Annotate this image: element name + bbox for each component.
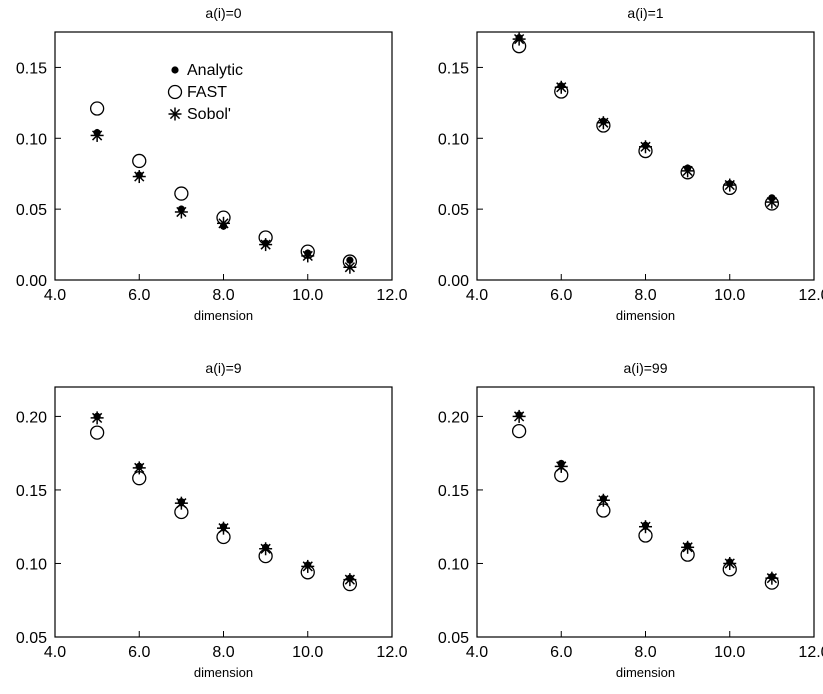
data-point-analytic bbox=[599, 117, 607, 125]
legend-label: Sobol' bbox=[187, 106, 231, 123]
x-tick-label: 8.0 bbox=[212, 644, 234, 661]
x-tick-label: 8.0 bbox=[634, 644, 656, 661]
data-point-analytic bbox=[219, 222, 228, 230]
data-point-analytic bbox=[557, 459, 565, 468]
legend-marker-sobol bbox=[168, 107, 182, 121]
panel-title: a(i)=99 bbox=[624, 360, 668, 376]
panel-title: a(i)=0 bbox=[205, 5, 241, 21]
chart-panel-4: a(i)=99 4.0 6.0 8.0 10.0 12.0 0.05 0.10 0.15 0.20… bbox=[438, 360, 823, 680]
y-tick-label: 0.15 bbox=[16, 60, 47, 77]
data-point-analytic bbox=[684, 164, 692, 172]
data-point-analytic bbox=[262, 239, 270, 247]
data-point-analytic bbox=[346, 256, 354, 264]
x-tick-label: 6.0 bbox=[128, 644, 150, 661]
data-point-analytic bbox=[684, 542, 692, 550]
x-tick-label: 6.0 bbox=[550, 287, 572, 304]
y-tick-label: 0.05 bbox=[438, 202, 469, 219]
legend-marker-fast bbox=[167, 84, 183, 100]
data-point-analytic bbox=[557, 82, 565, 90]
x-tick-label: 12.0 bbox=[798, 287, 823, 304]
y-tick-label: 0.15 bbox=[438, 483, 469, 500]
y-tick-label: 0.20 bbox=[16, 409, 47, 426]
data-point-fast bbox=[89, 425, 105, 440]
legend-label: Analytic bbox=[187, 62, 243, 79]
y-tick-label: 0.10 bbox=[16, 131, 47, 148]
x-axis-label: dimension bbox=[194, 665, 253, 680]
y-tick-label: 0.15 bbox=[16, 483, 47, 500]
data-point-analytic bbox=[726, 180, 734, 188]
x-tick-label: 8.0 bbox=[634, 287, 656, 304]
data-point-analytic bbox=[93, 412, 101, 421]
y-tick-label: 0.05 bbox=[16, 630, 47, 647]
data-point-analytic bbox=[515, 411, 523, 419]
y-tick-label: 0.05 bbox=[438, 630, 469, 647]
data-point-analytic bbox=[346, 574, 354, 582]
chart-panel-2: a(i)=1 4.0 6.0 8.0 10.0 12.0 0.00 0.05 0.10 0.15 d… bbox=[438, 5, 823, 323]
x-tick-label: 8.0 bbox=[212, 287, 234, 304]
data-point-fast bbox=[174, 186, 189, 201]
x-tick-label: 10.0 bbox=[292, 644, 323, 661]
x-tick-label: 4.0 bbox=[44, 287, 66, 304]
x-tick-label: 6.0 bbox=[550, 644, 572, 661]
x-axis-label: dimension bbox=[616, 308, 675, 323]
x-tick-label: 6.0 bbox=[128, 287, 150, 304]
x-axis-label: dimension bbox=[194, 308, 253, 323]
chart-panel-1: a(i)=0 4.0 6.0 8.0 10.0 12.0 0.00 0.05 0.10 0.15 d… bbox=[16, 5, 408, 323]
data-point-analytic bbox=[641, 141, 650, 149]
x-tick-label: 12.0 bbox=[376, 644, 407, 661]
legend-marker-analytic bbox=[171, 66, 179, 74]
data-point-analytic bbox=[262, 543, 270, 551]
data-point-analytic bbox=[93, 129, 101, 137]
data-point-fast bbox=[89, 101, 105, 116]
x-tick-label: 4.0 bbox=[466, 287, 488, 304]
data-point-analytic bbox=[768, 194, 776, 202]
y-tick-label: 0.15 bbox=[438, 60, 469, 77]
data-point-analytic bbox=[177, 205, 185, 213]
data-point-analytic bbox=[599, 495, 607, 503]
data-point-analytic bbox=[135, 171, 143, 179]
y-tick-label: 0.00 bbox=[16, 273, 47, 290]
panel-title: a(i)=1 bbox=[627, 5, 663, 21]
x-tick-label: 12.0 bbox=[798, 644, 823, 661]
panel-title: a(i)=9 bbox=[205, 360, 241, 376]
plot-frame bbox=[54, 386, 393, 638]
data-point-analytic bbox=[135, 462, 143, 471]
x-tick-label: 10.0 bbox=[714, 287, 745, 304]
x-tick-label: 12.0 bbox=[376, 287, 407, 304]
y-tick-label: 0.10 bbox=[438, 556, 469, 573]
data-point-analytic bbox=[219, 523, 228, 531]
data-point-analytic bbox=[768, 573, 776, 581]
data-point-fast bbox=[511, 423, 527, 439]
x-tick-label: 10.0 bbox=[292, 287, 323, 304]
data-point-analytic bbox=[304, 249, 312, 257]
x-axis-label: dimension bbox=[616, 665, 675, 680]
y-tick-label: 0.00 bbox=[438, 273, 469, 290]
y-tick-label: 0.10 bbox=[438, 131, 469, 148]
x-tick-label: 4.0 bbox=[44, 644, 66, 661]
data-point-analytic bbox=[304, 561, 312, 569]
y-tick-label: 0.10 bbox=[16, 556, 47, 573]
chart-panel-3: a(i)=9 4.0 6.0 8.0 10.0 12.0 0.05 0.10 0.15 0.20 d… bbox=[16, 360, 408, 680]
y-tick-label: 0.20 bbox=[438, 409, 469, 426]
legend-label: FAST bbox=[187, 84, 227, 101]
data-point-analytic bbox=[177, 498, 185, 506]
data-point-analytic bbox=[726, 558, 734, 566]
data-point-fast bbox=[132, 153, 147, 169]
plot-frame bbox=[476, 31, 815, 281]
data-point-analytic bbox=[641, 521, 650, 529]
y-tick-label: 0.05 bbox=[16, 202, 47, 219]
plot-frame bbox=[476, 386, 815, 638]
x-tick-label: 4.0 bbox=[466, 644, 488, 661]
x-tick-label: 10.0 bbox=[714, 644, 745, 661]
data-point-analytic bbox=[515, 34, 523, 42]
